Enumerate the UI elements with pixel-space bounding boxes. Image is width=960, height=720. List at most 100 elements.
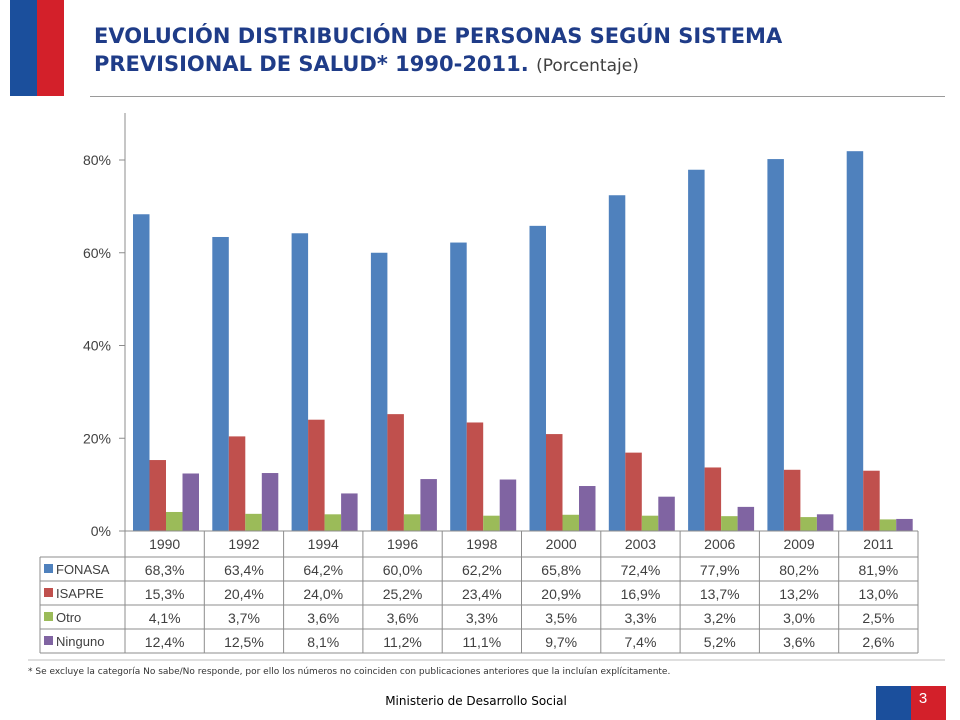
bar-fonasa-1990 — [133, 214, 150, 532]
bar-otro-2009 — [800, 517, 817, 531]
x-tick-label: 2006 — [704, 536, 735, 552]
bar-fonasa-2011 — [846, 151, 864, 531]
data-label: 12,5% — [224, 634, 264, 650]
data-label: 3,6% — [783, 634, 815, 650]
bar-isapre-1994 — [308, 419, 325, 531]
bar-isapre-1992 — [228, 436, 246, 531]
y-tick-label: 80% — [83, 152, 111, 168]
data-label: 2,5% — [862, 610, 894, 626]
data-label: 24,0% — [303, 586, 343, 602]
legend-label-isapre: ISAPRE — [56, 586, 104, 601]
x-tick-label: 2000 — [546, 536, 577, 552]
data-label: 60,0% — [383, 562, 423, 578]
bar-otro-2006 — [721, 516, 738, 531]
data-label: 5,2% — [704, 634, 736, 650]
bar-fonasa-2000 — [529, 225, 546, 532]
data-label: 62,2% — [462, 562, 502, 578]
data-label: 13,2% — [779, 586, 819, 602]
bar-fonasa-2006 — [688, 169, 705, 531]
title-text: EVOLUCIÓN DISTRIBUCIÓN DE PERSONAS SEGÚN… — [94, 24, 783, 76]
bar-otro-2003 — [641, 515, 659, 531]
bar-otro-1994 — [324, 514, 342, 531]
legend-key-fonasa — [44, 564, 53, 573]
x-tick-label: 1990 — [149, 536, 180, 552]
bar-otro-1992 — [245, 513, 262, 531]
page-number-badge — [876, 686, 946, 720]
legend-key-otro — [44, 612, 53, 621]
data-label: 3,6% — [387, 610, 419, 626]
bar-ninguno-1998 — [499, 479, 517, 531]
data-label: 65,8% — [541, 562, 581, 578]
bar-ninguno-1990 — [182, 473, 199, 531]
ministry-label: Ministerio de Desarrollo Social — [385, 694, 567, 708]
page-number: 3 — [918, 690, 928, 707]
bar-isapre-2000 — [546, 434, 563, 531]
bar-otro-2011 — [879, 519, 897, 531]
bar-ninguno-2009 — [816, 514, 834, 531]
brand-flag-logo — [10, 0, 64, 96]
data-label: 13,0% — [858, 586, 898, 602]
bar-isapre-2011 — [863, 470, 880, 531]
data-label: 72,4% — [621, 562, 661, 578]
bar-isapre-1996 — [387, 414, 404, 531]
flag-red-stripe — [37, 0, 64, 96]
bar-isapre-2003 — [625, 452, 642, 531]
data-label: 4,1% — [149, 610, 181, 626]
legend-label-otro: Otro — [56, 610, 81, 625]
badge-blue — [876, 686, 911, 720]
data-label: 11,2% — [383, 634, 422, 650]
flag-blue-stripe — [10, 0, 37, 96]
x-tick-label: 2009 — [783, 536, 814, 552]
data-label: 68,3% — [145, 562, 185, 578]
data-label: 15,3% — [145, 586, 185, 602]
x-tick-label: 2011 — [863, 536, 893, 552]
x-tick-label: 1994 — [308, 536, 339, 552]
data-label: 3,5% — [545, 610, 577, 626]
data-label: 77,9% — [700, 562, 740, 578]
bar-ninguno-1992 — [261, 473, 279, 531]
y-tick-label: 40% — [83, 338, 111, 354]
bar-otro-2000 — [562, 514, 579, 531]
data-label: 20,4% — [224, 586, 264, 602]
x-tick-label: 2003 — [625, 536, 656, 552]
data-label: 23,4% — [462, 586, 502, 602]
data-label: 81,9% — [858, 562, 898, 578]
y-tick-label: 60% — [83, 245, 111, 261]
legend-key-ninguno — [44, 636, 53, 645]
x-tick-label: 1998 — [466, 536, 497, 552]
bar-ninguno-2000 — [579, 486, 596, 531]
data-label: 3,0% — [783, 610, 815, 626]
footnote: * Se excluye la categoría No sabe/No res… — [28, 667, 671, 677]
data-label: 3,2% — [704, 610, 736, 626]
bar-chart: 0% 20% 40% 60% 80% 1990 1992 1994 1996 1998 2000 20… — [28, 113, 945, 661]
title-subtitle: (Porcentaje) — [536, 56, 639, 76]
bar-otro-1998 — [483, 515, 500, 531]
bar-otro-1990 — [166, 511, 183, 531]
data-label: 11,1% — [463, 634, 502, 650]
y-tick-label: 20% — [83, 430, 111, 446]
bar-isapre-1998 — [466, 422, 484, 531]
data-label: 7,4% — [624, 634, 656, 650]
data-label: 9,7% — [545, 634, 577, 650]
data-label: 80,2% — [779, 562, 819, 578]
data-label: 64,2% — [303, 562, 343, 578]
x-tick-label: 1992 — [228, 536, 259, 552]
title-divider — [90, 96, 945, 97]
bar-fonasa-1992 — [212, 236, 229, 532]
bar-ninguno-2003 — [658, 496, 675, 531]
bar-fonasa-2003 — [608, 195, 626, 531]
data-label: 13,7% — [700, 586, 740, 602]
bar-fonasa-2009 — [767, 159, 784, 531]
data-label: 3,6% — [307, 610, 339, 626]
bar-ninguno-2006 — [737, 506, 755, 531]
data-label: 25,2% — [383, 586, 423, 602]
page-title: EVOLUCIÓN DISTRIBUCIÓN DE PERSONAS SEGÚN… — [94, 22, 944, 80]
data-label: 3,3% — [624, 610, 656, 626]
bar-isapre-1990 — [149, 460, 166, 531]
data-label: 63,4% — [224, 562, 264, 578]
x-tick-label: 1996 — [387, 536, 418, 552]
data-label: 3,3% — [466, 610, 498, 626]
legend-label-ninguno: Ninguno — [56, 634, 104, 649]
bar-ninguno-2011 — [896, 518, 913, 531]
y-tick-label: 0% — [91, 523, 111, 539]
